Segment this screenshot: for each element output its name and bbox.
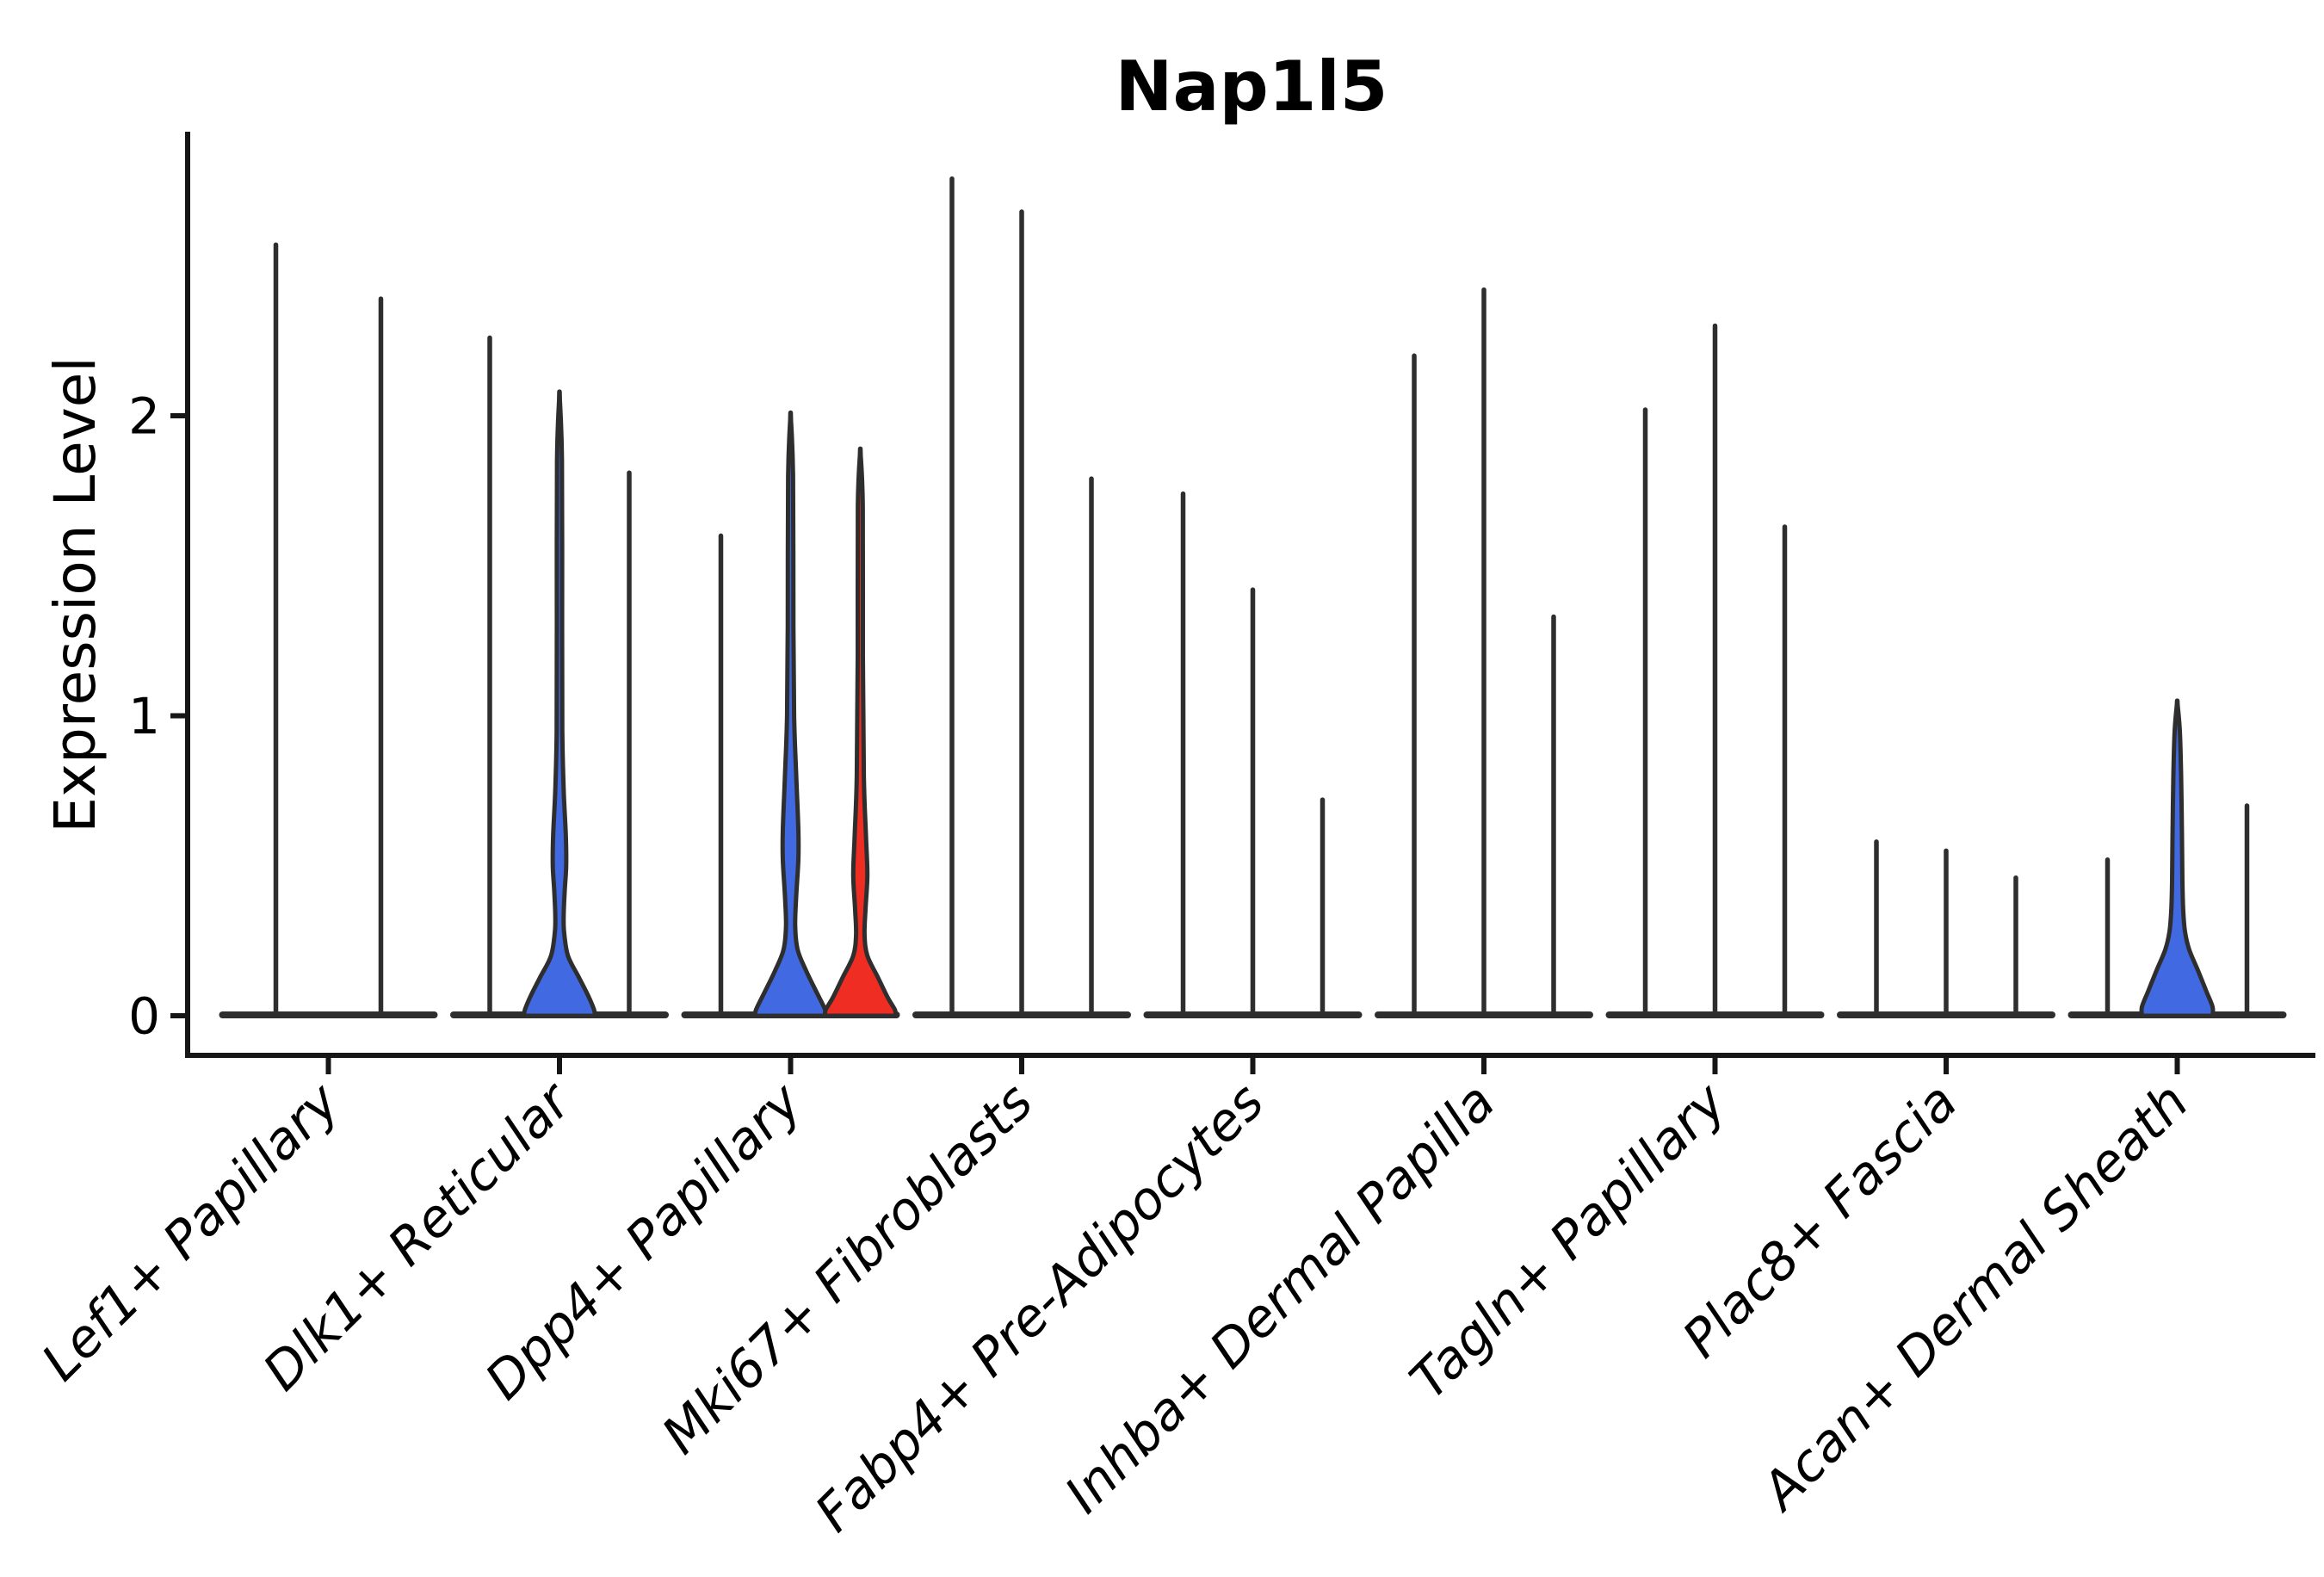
violin-group-7	[1605, 323, 1825, 1018]
violin-group-8	[1837, 839, 2055, 1018]
violin-group-6	[1375, 287, 1593, 1018]
y-axis-label: Expression Level	[42, 356, 108, 832]
y-tick-label: 2	[128, 387, 160, 445]
violin-body-blue	[522, 389, 597, 1018]
violin-group-9	[2067, 698, 2287, 1018]
violin-group-4	[912, 176, 1131, 1018]
plot-background	[34, 14, 2324, 1563]
violin-body-red	[822, 446, 899, 1018]
chart-title: Nap1l5	[1116, 46, 1388, 127]
violin-group-5	[1143, 491, 1363, 1018]
violin-group-3	[681, 410, 900, 1018]
violin-body-blue	[2139, 698, 2216, 1018]
violin-group-1	[219, 242, 438, 1018]
violin-body-blue	[752, 411, 829, 1018]
y-tick-label: 1	[128, 687, 160, 745]
violin-group-2	[450, 335, 669, 1018]
y-tick-label: 0	[128, 986, 160, 1045]
